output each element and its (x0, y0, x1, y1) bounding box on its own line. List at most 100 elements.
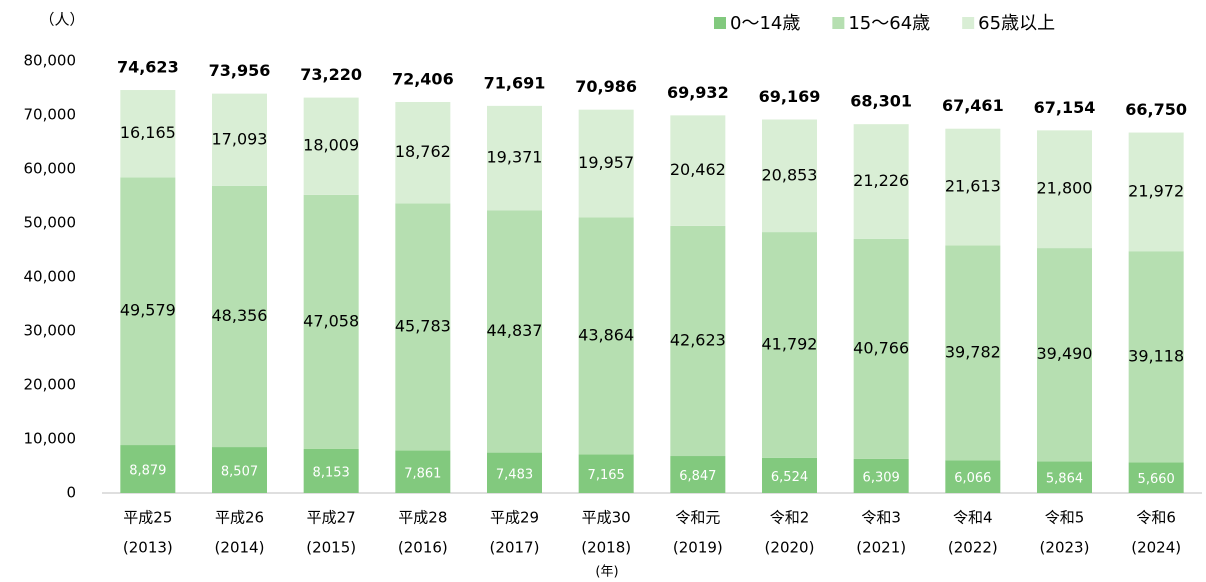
y-tick-label: 30,000 (24, 322, 77, 340)
bar-segment (212, 93, 267, 186)
bar-segment (120, 90, 176, 178)
x-tick-label: 令和元 (675, 509, 720, 527)
x-tick-label: (2014) (215, 539, 265, 557)
x-tick-label: 令和3 (861, 509, 901, 527)
y-tick-label: 80,000 (24, 52, 77, 70)
y-tick-label: 50,000 (24, 214, 77, 232)
bar-segment (395, 450, 451, 493)
value-label: 19,957 (578, 153, 634, 172)
value-label: 17,093 (212, 129, 268, 148)
value-label: 5,660 (1138, 472, 1175, 487)
x-tick-label: (2015) (306, 539, 356, 557)
x-tick-label: 平成29 (490, 509, 539, 527)
value-label: 41,792 (762, 334, 818, 353)
x-unit: (年) (595, 565, 618, 580)
bar-segment (1037, 248, 1092, 462)
bar-segment (945, 460, 1001, 493)
value-label: 18,009 (303, 136, 359, 155)
legend-label: 15～64歳 (848, 13, 930, 34)
value-label: 21,800 (1037, 179, 1093, 198)
y-tick-label: 40,000 (24, 268, 77, 286)
total-label: 72,406 (392, 70, 454, 89)
legend-label: 0～14歳 (730, 13, 800, 34)
bar-segment (1128, 251, 1184, 463)
x-tick-label: (2021) (856, 539, 906, 557)
bar-segment (395, 203, 451, 451)
bar-segment (120, 177, 176, 446)
x-tick-label: (2018) (581, 539, 631, 557)
value-label: 6,847 (679, 469, 716, 484)
y-tick-label: 60,000 (24, 160, 77, 178)
bar-segment (578, 109, 634, 218)
value-label: 16,165 (120, 123, 176, 142)
value-label: 20,853 (762, 165, 818, 184)
value-label: 21,972 (1128, 181, 1184, 200)
x-tick-label: (2022) (948, 539, 998, 557)
value-label: 39,782 (945, 342, 1001, 361)
value-label: 7,861 (404, 466, 441, 481)
value-label: 42,623 (670, 330, 726, 349)
bar-segment (487, 210, 542, 453)
bar-segment (212, 185, 267, 448)
bar-segment (487, 105, 542, 211)
total-label: 74,623 (117, 58, 179, 77)
bar-segment (762, 119, 817, 233)
bar-segment (853, 238, 909, 459)
value-label: 7,165 (588, 468, 625, 483)
x-tick-label: 平成26 (215, 509, 264, 527)
x-tick-label: (2013) (123, 539, 173, 557)
bar-segment (578, 217, 634, 455)
y-unit: （人） (39, 11, 84, 29)
total-label: 73,956 (209, 61, 271, 80)
value-label: 6,066 (954, 471, 991, 486)
value-label: 49,579 (120, 301, 176, 320)
value-label: 43,864 (578, 325, 634, 344)
value-label: 40,766 (853, 338, 909, 357)
value-label: 47,058 (303, 311, 359, 330)
legend-label: 65歳以上 (978, 13, 1055, 34)
x-tick-label: 令和2 (770, 509, 810, 527)
bar-segment (1037, 130, 1092, 249)
value-label: 21,613 (945, 177, 1001, 196)
value-label: 7,483 (496, 467, 533, 482)
value-label: 8,507 (221, 465, 258, 480)
total-label: 69,169 (759, 87, 821, 106)
bar-segment (212, 447, 267, 493)
bar-segment (945, 245, 1001, 461)
value-label: 21,226 (853, 171, 909, 190)
value-label: 18,762 (395, 142, 451, 161)
x-tick-label: (2016) (398, 539, 448, 557)
value-label: 39,118 (1128, 346, 1184, 365)
x-tick-label: 平成27 (307, 509, 356, 527)
bar-segment (762, 232, 817, 458)
legend-swatch (714, 17, 726, 29)
bar-segment (303, 448, 359, 493)
value-label: 8,879 (129, 464, 166, 479)
x-tick-label: (2024) (1131, 539, 1181, 557)
bar-segment (762, 457, 817, 493)
x-tick-label: 平成30 (582, 509, 631, 527)
bar-segment (1037, 461, 1092, 493)
bar-segment (945, 128, 1001, 246)
bar-segment (670, 115, 726, 226)
x-tick-label: (2019) (673, 539, 723, 557)
value-label: 6,309 (863, 470, 900, 485)
total-label: 71,691 (484, 73, 546, 92)
value-label: 19,371 (487, 148, 543, 167)
legend-swatch (832, 17, 845, 29)
total-label: 68,301 (850, 92, 912, 111)
value-label: 48,356 (212, 306, 268, 325)
value-label: 39,490 (1037, 344, 1093, 363)
x-tick-label: 令和4 (953, 509, 993, 527)
x-tick-label: 令和6 (1136, 509, 1176, 527)
bar-segment (578, 454, 634, 493)
value-label: 20,462 (670, 160, 726, 179)
bar-segment (395, 102, 451, 204)
bar-segment (303, 194, 359, 449)
bar-segment (853, 124, 909, 239)
bar-segment (120, 445, 176, 493)
total-label: 73,220 (300, 65, 362, 84)
bar-segment (303, 97, 359, 195)
total-label: 67,154 (1034, 98, 1096, 117)
